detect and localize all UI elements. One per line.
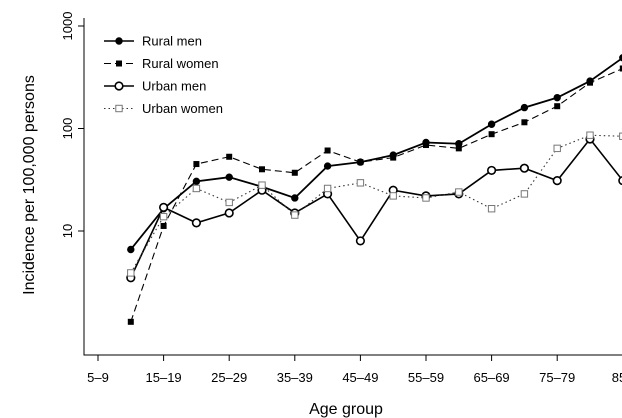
data-point	[390, 154, 397, 161]
y-tick-label: 100	[60, 118, 75, 140]
x-tick-label: 65–69	[474, 370, 510, 385]
data-point	[553, 93, 561, 102]
x-tick-label: 45–49	[342, 370, 378, 385]
data-point	[160, 222, 167, 229]
legend-marker	[115, 37, 123, 45]
data-point	[259, 166, 265, 173]
data-point	[553, 144, 561, 153]
data-point	[521, 119, 528, 126]
x-tick-label: 15–19	[146, 370, 182, 385]
data-point	[422, 194, 430, 202]
data-point	[487, 165, 497, 176]
x-tick-label: 25–29	[211, 370, 247, 385]
data-point	[127, 245, 135, 254]
data-point	[291, 194, 299, 202]
data-point	[191, 218, 201, 228]
data-point	[487, 120, 496, 128]
data-point	[520, 190, 529, 198]
y-axis-title: Incidence per 100,000 persons	[21, 75, 38, 295]
data-point	[225, 173, 233, 181]
data-point	[488, 131, 495, 138]
series-line	[130, 68, 622, 322]
data-point	[356, 179, 365, 187]
series-urban-men	[126, 134, 622, 283]
data-point	[323, 184, 332, 193]
data-point	[324, 147, 331, 154]
data-point	[225, 198, 233, 207]
legend-label: Rural men	[142, 34, 202, 49]
x-axis-title: Age group	[309, 401, 383, 418]
data-point	[224, 208, 234, 218]
data-point	[552, 176, 562, 186]
data-point	[192, 184, 201, 193]
data-point	[587, 79, 593, 86]
series-line	[130, 137, 622, 279]
data-point	[619, 65, 622, 72]
legend-marker	[114, 81, 124, 91]
series-rural-women	[127, 65, 622, 325]
data-point	[127, 318, 134, 325]
data-point	[127, 269, 135, 277]
data-point	[619, 132, 622, 140]
data-point	[226, 153, 233, 160]
data-point	[619, 54, 622, 62]
chart-legend: Rural men Rural women Urban men Urban women	[104, 34, 223, 116]
legend-entry: Urban men	[104, 79, 206, 94]
plot-axes: 10 100 1000 5–9 15–19 25–29 35–39 45–49 55–59 65–…	[60, 12, 622, 385]
data-point	[192, 177, 201, 186]
data-point	[586, 131, 594, 139]
data-point	[323, 162, 332, 170]
x-tick-label: 55–59	[408, 370, 444, 385]
x-tick-label: 85+	[612, 370, 622, 385]
legend-entry: Urban women	[104, 101, 223, 116]
data-point	[159, 202, 169, 212]
legend-entry: Rural men	[104, 34, 202, 49]
x-tick-label: 75–79	[539, 370, 575, 385]
data-point	[291, 169, 298, 176]
series-layer	[126, 54, 622, 325]
legend-entry: Rural women	[104, 56, 219, 71]
y-tick-label: 1000	[60, 12, 75, 41]
data-point	[258, 181, 266, 189]
series-urban-women	[127, 131, 622, 277]
data-point	[455, 188, 463, 196]
legend-label: Rural women	[142, 56, 219, 71]
data-point	[520, 103, 529, 112]
x-tick-label: 5–9	[87, 370, 109, 385]
data-point	[291, 211, 299, 219]
y-tick-label: 10	[60, 224, 75, 238]
x-tick-label: 35–39	[277, 370, 313, 385]
legend-label: Urban men	[142, 79, 206, 94]
legend-marker	[115, 104, 123, 113]
data-point	[389, 192, 397, 200]
data-point	[193, 161, 200, 168]
legend-marker	[116, 60, 122, 67]
data-point	[455, 145, 462, 152]
data-point	[618, 176, 622, 186]
data-point	[487, 205, 496, 213]
data-point	[355, 236, 366, 246]
legend-label: Urban women	[142, 101, 223, 116]
data-point	[554, 103, 561, 110]
series-line	[130, 134, 622, 274]
series-line	[130, 57, 622, 251]
data-point	[423, 142, 429, 149]
axis-frame	[83, 18, 622, 356]
data-point	[159, 212, 168, 221]
data-point	[357, 159, 364, 166]
data-point	[519, 163, 530, 173]
